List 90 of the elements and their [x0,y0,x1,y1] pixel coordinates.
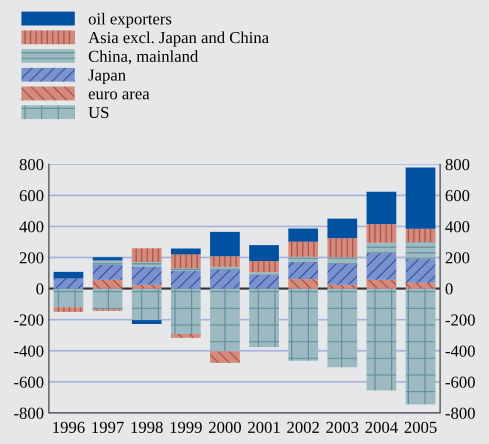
bar [54,278,84,289]
bar [132,320,162,324]
y-tick-label: -200 [14,314,44,326]
bar [327,257,358,264]
bar [249,245,279,261]
bar [406,242,436,260]
y-tick-label: 800 [20,158,44,170]
bar [249,274,279,289]
bar [288,228,318,242]
bar [366,242,396,254]
bar [92,257,122,260]
legend-label: oil exporters [88,12,172,28]
y-tick-label: 400 [19,221,44,232]
bar [170,248,201,254]
bar [210,351,240,363]
bar [249,288,279,348]
x-tick-label: 1997 [92,422,124,433]
x-tick-label: 2005 [404,422,437,433]
x-tick-label: 2001 [248,422,280,433]
bar [54,272,84,278]
bar [92,280,122,289]
x-tick-label: 1996 [53,422,85,433]
bar [366,224,396,243]
y-tick-label: -400 [14,345,44,357]
y-tick-label: 0 [36,283,44,295]
y2-tick-label: 0 [446,283,453,295]
y2-tick-label: -400 [446,345,475,357]
bar [406,282,436,289]
bar [210,256,240,267]
bar [170,270,201,289]
x-tick-label: 2000 [209,422,241,433]
bar [288,279,318,289]
bar [210,266,240,270]
y-tick-label: 200 [20,252,44,264]
legend-label: China, mainland [88,50,198,64]
x-tick-label: 2003 [326,422,358,433]
bar [249,272,279,275]
y2-tick-label: -800 [446,408,475,419]
bar [366,280,396,289]
bar [170,288,201,334]
x-tick-label: 2002 [287,422,319,433]
y-tick-label: -600 [14,376,44,388]
bar [327,264,358,285]
bar [170,268,201,271]
bar [366,253,396,280]
bar [366,192,396,224]
bar [170,254,201,268]
bar [406,168,436,229]
bar [92,288,122,310]
bar [132,288,162,320]
bar [132,262,162,267]
x-tick-label: 1998 [132,422,163,433]
x-tick-label: 1999 [170,422,202,433]
bar [249,260,279,272]
bar [327,288,358,368]
bar [406,228,436,242]
bar [288,288,318,361]
y2-tick-label: -600 [446,376,475,388]
bar [327,218,358,238]
bar [170,334,201,338]
bar [54,307,84,312]
bar [132,284,162,289]
x-tick-label: 2004 [365,422,398,433]
y2-tick-label: 800 [446,158,470,170]
bar [210,288,240,352]
y2-tick-label: 400 [445,221,470,232]
bar [406,288,436,404]
y2-tick-label: -200 [446,314,475,326]
legend-label: euro area [88,91,150,100]
legend-label: US [88,106,108,118]
y-tick-label: 600 [20,190,44,202]
bar [327,238,358,258]
legend-label: Asia excl. Japan and China [88,31,269,47]
bar [210,232,240,256]
bar [210,270,240,289]
bar [327,284,358,289]
bar [132,248,162,262]
bar [406,259,436,283]
bar [288,242,318,257]
y2-tick-label: 200 [446,252,470,264]
bar [92,260,122,265]
bar [288,262,318,280]
y2-tick-label: 600 [446,190,470,202]
bar [288,256,318,262]
legend-label: Japan [88,70,126,84]
y-tick-label: -800 [14,408,44,419]
bar [54,288,84,308]
bar [366,288,396,391]
bar [92,264,122,280]
bar [132,266,162,285]
